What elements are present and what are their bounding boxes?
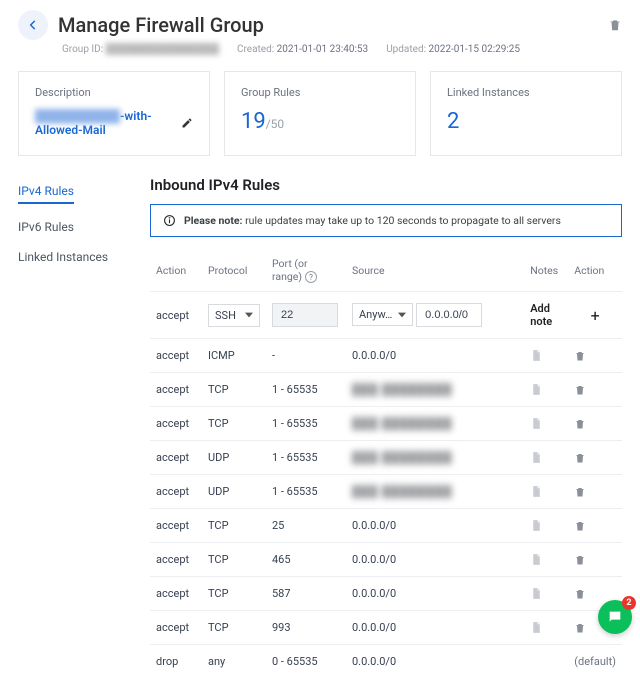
group-rules-card: Group Rules 19/50 (224, 71, 416, 156)
tab-ipv6-rules[interactable]: IPv6 Rules (18, 212, 128, 242)
table-row: acceptTCP250.0.0.0/0 (150, 509, 622, 543)
tab-ipv4-rules[interactable]: IPv4 Rules (18, 176, 74, 204)
section-title: Inbound IPv4 Rules (150, 176, 622, 194)
note-icon[interactable] (524, 373, 568, 407)
note-icon[interactable] (524, 577, 568, 611)
sidebar: IPv4 Rules IPv6 Rules Linked Instances (18, 176, 128, 678)
tab-linked-instances[interactable]: Linked Instances (18, 242, 128, 272)
delete-group-button[interactable] (608, 18, 622, 32)
delete-rule-button[interactable] (568, 543, 622, 577)
note-icon[interactable] (524, 611, 568, 645)
note-icon[interactable] (524, 543, 568, 577)
delete-rule-button[interactable] (568, 509, 622, 543)
note-icon[interactable] (524, 475, 568, 509)
default-rule-row: dropany0 - 655350.0.0.0/0(default) (150, 645, 622, 679)
chevron-down-icon (398, 311, 406, 319)
note-icon[interactable] (524, 509, 568, 543)
delete-rule-button[interactable] (568, 475, 622, 509)
delete-rule-button[interactable] (568, 407, 622, 441)
add-rule-button[interactable]: + (568, 292, 622, 339)
rules-table: Action Protocol Port (or range)? Source … (150, 249, 622, 678)
source-input[interactable] (416, 303, 482, 327)
page-title: Manage Firewall Group (58, 13, 264, 37)
col-protocol: Protocol (202, 249, 266, 292)
chevron-down-icon (245, 311, 253, 319)
col-source: Source (346, 249, 524, 292)
col-notes: Notes (524, 249, 568, 292)
chat-icon (607, 609, 623, 625)
table-row: acceptICMP-0.0.0.0/0 (150, 339, 622, 373)
protocol-select[interactable]: SSH (208, 304, 260, 327)
info-icon (163, 214, 176, 227)
table-row: acceptUDP1 - 65535███ ████████ (150, 441, 622, 475)
table-row: acceptUDP1 - 65535███ ████████ (150, 475, 622, 509)
col-action: Action (150, 249, 202, 292)
note-icon[interactable] (524, 407, 568, 441)
table-row: acceptTCP5870.0.0.0/0 (150, 577, 622, 611)
delete-rule-button[interactable] (568, 441, 622, 475)
table-row: acceptTCP9930.0.0.0/0 (150, 611, 622, 645)
new-rule-row: accept SSH Anyw… (150, 292, 622, 339)
edit-description-button[interactable] (181, 117, 193, 129)
linked-instances-card: Linked Instances 2 (430, 71, 622, 156)
table-row: acceptTCP1 - 65535███ ████████ (150, 373, 622, 407)
propagation-notice: Please note: rule updates may take up to… (150, 204, 622, 237)
chat-button[interactable]: 2 (598, 600, 632, 634)
port-input[interactable] (272, 303, 338, 327)
description-card: Description ██████████-with-Allowed-Mail (18, 71, 210, 156)
delete-rule-button[interactable] (568, 373, 622, 407)
col-action2: Action (568, 249, 622, 292)
chat-badge: 2 (622, 596, 636, 610)
source-type-select[interactable]: Anyw… (352, 303, 413, 326)
note-icon[interactable] (524, 441, 568, 475)
note-icon[interactable] (524, 339, 568, 373)
header-meta: Group ID: ████████████████ Created: 2021… (62, 44, 622, 55)
delete-rule-button[interactable] (568, 339, 622, 373)
table-row: acceptTCP1 - 65535███ ████████ (150, 407, 622, 441)
back-button[interactable] (18, 10, 48, 40)
col-port: Port (or range)? (266, 249, 346, 292)
help-icon[interactable]: ? (305, 271, 317, 283)
table-row: acceptTCP4650.0.0.0/0 (150, 543, 622, 577)
add-note-button[interactable]: Add note (530, 302, 552, 328)
